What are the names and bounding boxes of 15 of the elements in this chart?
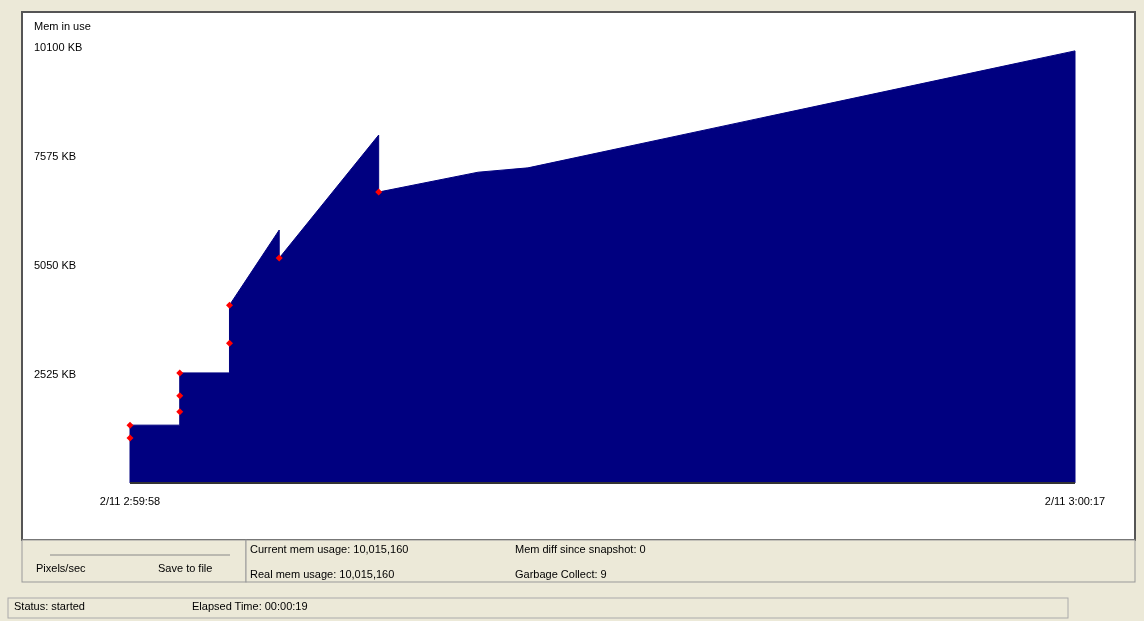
text: Mem diff since snapshot: 0 [515, 543, 646, 555]
text: Current mem usage: 10,015,160 [250, 543, 409, 555]
y-tick-label: 2525 KB [34, 368, 77, 380]
y-axis-title: Mem in use [34, 20, 91, 32]
y-tick-label: 5050 KB [34, 259, 77, 271]
y-tick-label: 7575 KB [34, 150, 77, 162]
x-tick-label: 2/11 2:59:58 [99, 495, 161, 507]
y-tick-label: 10100 KB [34, 41, 83, 53]
text: Pixels/sec [36, 562, 87, 574]
text: Elapsed Time: 00:00:19 [192, 600, 308, 612]
text: Garbage Collect: 9 [515, 568, 607, 580]
text: Status: started [14, 600, 85, 612]
text: Real mem usage: 10,015,160 [250, 568, 395, 580]
text: Save to file [158, 562, 213, 574]
x-tick-label: 2/11 3:00:17 [1044, 495, 1106, 507]
